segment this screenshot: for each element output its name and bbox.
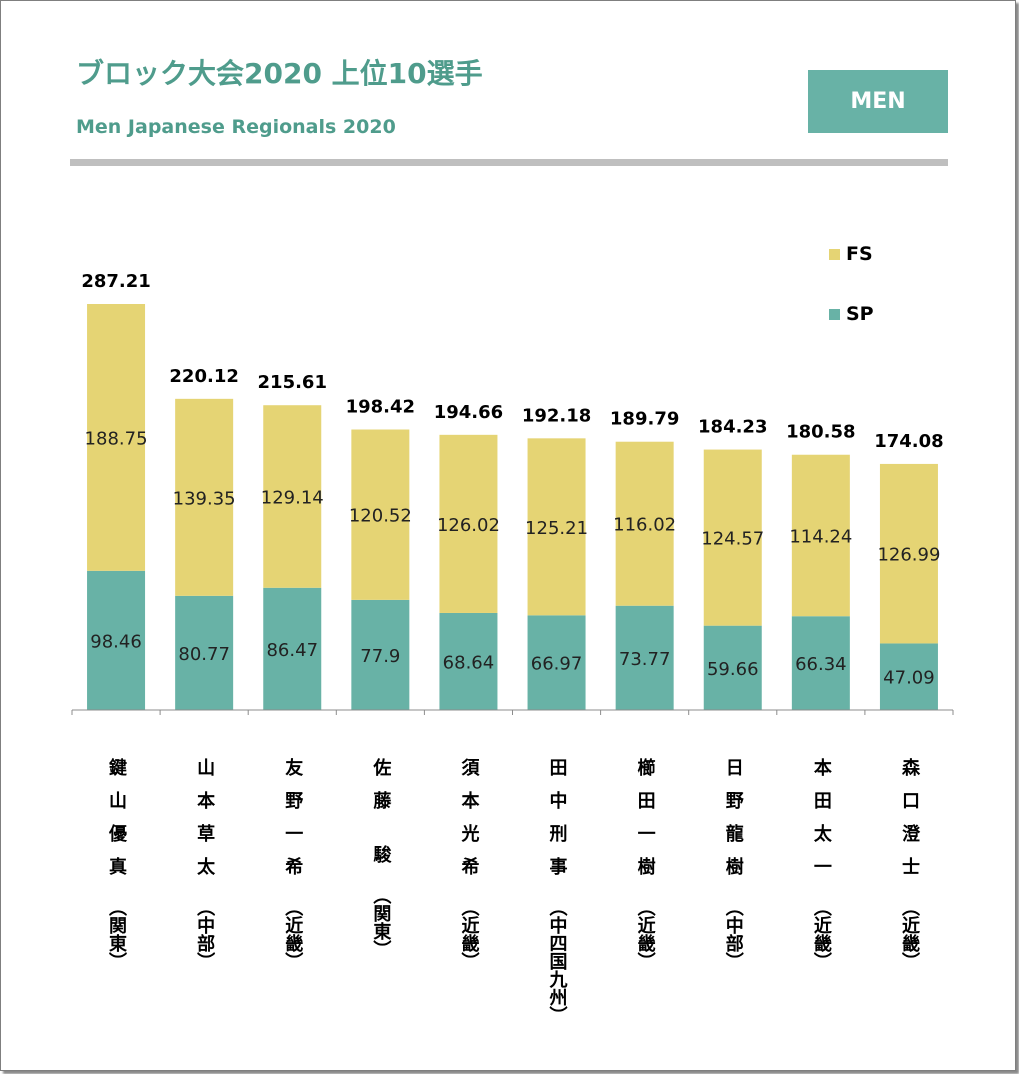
category-label: 森口澄士 （近畿） bbox=[889, 758, 929, 970]
bar-sp bbox=[527, 615, 586, 710]
data-label-sp: 59.66 bbox=[707, 659, 759, 680]
athlete-name: 田中刑事 bbox=[546, 758, 568, 890]
total-label: 194.66 bbox=[434, 402, 503, 423]
bar-fs bbox=[879, 463, 938, 644]
data-label-sp: 47.09 bbox=[883, 668, 935, 689]
data-label-sp: 66.34 bbox=[795, 654, 847, 675]
total-label: 198.42 bbox=[346, 397, 415, 418]
bar-fs bbox=[263, 405, 322, 588]
total-label: 192.18 bbox=[522, 405, 591, 426]
bar-sp bbox=[615, 605, 674, 710]
data-label-sp: 73.77 bbox=[619, 649, 671, 670]
legend-item-sp: SP bbox=[829, 303, 874, 325]
legend-swatch-sp bbox=[829, 308, 840, 320]
athlete-region: （関東） bbox=[106, 898, 128, 970]
bar-sp bbox=[263, 587, 322, 710]
data-label-fs: 126.02 bbox=[437, 515, 500, 536]
athlete-name: 日野龍樹 bbox=[722, 758, 744, 890]
athlete-name: 櫛田一樹 bbox=[634, 758, 656, 890]
category-label: 櫛田一樹 （近畿） bbox=[625, 758, 665, 970]
legend-label-fs: FS bbox=[846, 243, 873, 265]
athlete-region: （近畿） bbox=[458, 898, 480, 970]
legend-item-fs: FS bbox=[829, 243, 873, 265]
athlete-name: 友野一希 bbox=[282, 758, 304, 890]
athlete-region: （中部） bbox=[194, 898, 216, 970]
data-label-fs: 120.52 bbox=[349, 506, 412, 527]
bar-fs bbox=[87, 304, 146, 571]
data-label-sp: 80.77 bbox=[178, 644, 230, 665]
bar-sp bbox=[351, 599, 410, 710]
bar-sp bbox=[439, 612, 498, 710]
data-label-fs: 114.24 bbox=[789, 526, 852, 547]
athlete-region: （近畿） bbox=[810, 898, 832, 970]
bar-sp bbox=[879, 643, 938, 710]
total-label: 287.21 bbox=[81, 271, 150, 292]
bar-sp bbox=[791, 616, 850, 710]
athlete-region: （中四国九州） bbox=[546, 898, 568, 1024]
bar-fs bbox=[703, 449, 762, 626]
athlete-name: 本田太一 bbox=[810, 758, 832, 890]
category-label: 山本草太 （中部） bbox=[184, 758, 224, 970]
bar-sp bbox=[87, 570, 146, 710]
athlete-region: （中部） bbox=[722, 898, 744, 970]
legend-swatch-fs bbox=[829, 248, 840, 260]
data-label-sp: 77.9 bbox=[360, 646, 400, 667]
data-label-sp: 98.46 bbox=[90, 631, 142, 652]
total-label: 220.12 bbox=[169, 366, 238, 387]
data-label-fs: 125.21 bbox=[525, 518, 588, 539]
athlete-name: 山本草太 bbox=[194, 758, 216, 890]
category-label: 田中刑事 （中四国九州） bbox=[537, 758, 577, 1024]
athlete-name: 佐藤 駿 bbox=[370, 758, 392, 879]
chart-title: ブロック大会2020 上位10選手 bbox=[76, 57, 483, 90]
athlete-region: （関東） bbox=[370, 886, 392, 959]
athlete-region: （近畿） bbox=[898, 898, 920, 970]
bar-fs bbox=[527, 438, 586, 616]
athlete-region: （近畿） bbox=[282, 898, 304, 970]
men-badge: MEN bbox=[808, 70, 948, 133]
data-label-fs: 124.57 bbox=[701, 529, 764, 550]
total-label: 215.61 bbox=[258, 372, 327, 393]
bar-fs bbox=[439, 434, 498, 613]
legend-label-sp: SP bbox=[846, 303, 874, 325]
total-label: 189.79 bbox=[610, 409, 679, 430]
data-label-sp: 86.47 bbox=[266, 640, 318, 661]
data-label-fs: 116.02 bbox=[613, 515, 676, 536]
athlete-name: 須本光希 bbox=[458, 758, 480, 890]
title-divider bbox=[70, 159, 948, 166]
category-label: 本田太一 （近畿） bbox=[801, 758, 841, 970]
category-label: 須本光希 （近畿） bbox=[448, 758, 488, 970]
data-label-fs: 139.35 bbox=[173, 488, 236, 509]
data-label-fs: 126.99 bbox=[877, 545, 940, 566]
category-label: 友野一希 （近畿） bbox=[272, 758, 312, 970]
bar-fs bbox=[791, 454, 850, 617]
chart-subtitle: Men Japanese Regionals 2020 bbox=[76, 116, 396, 138]
total-label: 180.58 bbox=[786, 422, 855, 443]
athlete-region: （近畿） bbox=[634, 898, 656, 970]
total-label: 184.23 bbox=[698, 417, 767, 438]
category-label: 鍵山優真 （関東） bbox=[96, 758, 136, 970]
category-label: 日野龍樹 （中部） bbox=[713, 758, 753, 970]
total-label: 174.08 bbox=[874, 431, 943, 452]
category-label: 佐藤 駿 （関東） bbox=[360, 758, 400, 958]
data-label-sp: 66.97 bbox=[531, 654, 583, 675]
bar-fs bbox=[351, 429, 410, 600]
athlete-name: 鍵山優真 bbox=[106, 758, 128, 890]
bar-sp bbox=[703, 625, 762, 710]
bar-sp bbox=[175, 595, 234, 710]
data-label-fs: 129.14 bbox=[261, 487, 324, 508]
data-label-sp: 68.64 bbox=[443, 652, 495, 673]
athlete-name: 森口澄士 bbox=[898, 758, 920, 890]
data-label-fs: 188.75 bbox=[85, 428, 148, 449]
bar-fs bbox=[175, 398, 234, 596]
bar-fs bbox=[615, 441, 674, 606]
